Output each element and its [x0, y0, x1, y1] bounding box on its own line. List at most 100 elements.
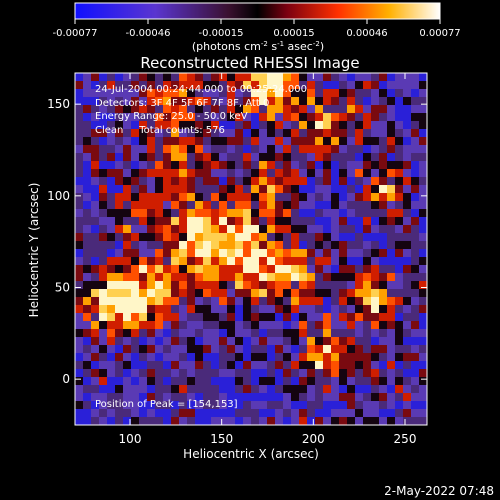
heatmap-cell: [315, 217, 324, 226]
heatmap-cell: [139, 209, 148, 218]
heatmap-cell: [123, 313, 132, 322]
heatmap-cell: [363, 89, 372, 98]
heatmap-cell: [283, 105, 292, 114]
heatmap-cell: [99, 257, 108, 266]
colorbar-tick-label: -0.00077: [53, 28, 98, 39]
heatmap-cell: [243, 369, 252, 378]
heatmap-cell: [403, 289, 412, 298]
heatmap-cell: [219, 265, 228, 274]
heatmap-cell: [147, 217, 156, 226]
heatmap-cell: [267, 257, 276, 266]
heatmap-cell: [283, 353, 292, 362]
heatmap-cell: [83, 305, 92, 314]
heatmap-cell: [99, 169, 108, 178]
heatmap-cell: [99, 193, 108, 202]
heatmap-cell: [243, 385, 252, 394]
heatmap-cell: [131, 209, 140, 218]
heatmap-cell: [347, 161, 356, 170]
heatmap-cell: [91, 385, 100, 394]
heatmap-cell: [251, 73, 260, 82]
heatmap-cell: [131, 177, 140, 186]
heatmap-cell: [307, 345, 316, 354]
heatmap-cell: [83, 385, 92, 394]
heatmap-cell: [315, 257, 324, 266]
heatmap-cell: [251, 273, 260, 282]
colorbar-ticks: -0.00077 -0.00046 -0.00015 0.00015 0.00046 0.…: [53, 19, 461, 39]
heatmap-cell: [339, 137, 348, 146]
heatmap-cell: [211, 217, 220, 226]
heatmap-cell: [171, 305, 180, 314]
heatmap-cell: [403, 401, 412, 410]
heatmap-cell: [291, 265, 300, 274]
heatmap-cell: [115, 169, 124, 178]
heatmap-cell: [371, 185, 380, 194]
heatmap-cell: [243, 73, 252, 82]
heatmap-cell: [99, 233, 108, 242]
heatmap-cell: [387, 225, 396, 234]
heatmap-cell: [203, 177, 212, 186]
heatmap-cell: [371, 329, 380, 338]
heatmap-cell: [307, 153, 316, 162]
heatmap-cell: [115, 81, 124, 90]
heatmap-cell: [147, 305, 156, 314]
heatmap-cell: [235, 321, 244, 330]
heatmap-cell: [107, 161, 116, 170]
heatmap-cell: [243, 161, 252, 170]
heatmap-cell: [283, 225, 292, 234]
heatmap-cell: [323, 169, 332, 178]
heatmap-cell: [387, 369, 396, 378]
heatmap-cell: [419, 81, 427, 90]
heatmap-cell: [219, 249, 228, 258]
heatmap-cell: [99, 297, 108, 306]
heatmap-cell: [371, 369, 380, 378]
heatmap-cell: [419, 329, 427, 338]
heatmap-cell: [259, 121, 268, 130]
heatmap-cell: [243, 201, 252, 210]
heatmap-cell: [291, 297, 300, 306]
heatmap-cell: [355, 97, 364, 106]
heatmap-cell: [395, 161, 404, 170]
heatmap-cell: [115, 305, 124, 314]
heatmap-cell: [275, 385, 284, 394]
heatmap-cell: [235, 337, 244, 346]
heatmap-cell: [171, 377, 180, 386]
heatmap-cell: [195, 393, 204, 402]
heatmap-cell: [139, 289, 148, 298]
heatmap-cell: [331, 321, 340, 330]
heatmap-cell: [139, 321, 148, 330]
heatmap-cell: [275, 89, 284, 98]
heatmap-cell: [99, 185, 108, 194]
heatmap-cell: [275, 369, 284, 378]
heatmap-cell: [163, 97, 172, 106]
heatmap-cell: [203, 337, 212, 346]
heatmap-cell: [267, 73, 276, 82]
heatmap-cell: [211, 305, 220, 314]
heatmap-cell: [131, 185, 140, 194]
heatmap-cell: [283, 81, 292, 90]
heatmap-cell: [155, 393, 164, 402]
heatmap-cell: [411, 401, 420, 410]
heatmap-cell: [235, 265, 244, 274]
heatmap-cell: [371, 313, 380, 322]
heatmap-cell: [307, 361, 316, 370]
heatmap-cell: [259, 97, 268, 106]
heatmap-cell: [339, 369, 348, 378]
heatmap-cell: [307, 257, 316, 266]
heatmap-cell: [107, 185, 116, 194]
heatmap-cell: [275, 273, 284, 282]
heatmap-cell: [115, 289, 124, 298]
heatmap-cell: [75, 161, 84, 170]
heatmap-cell: [147, 393, 156, 402]
heatmap-cell: [219, 113, 228, 122]
heatmap-cell: [355, 217, 364, 226]
heatmap-cell: [251, 241, 260, 250]
heatmap-cell: [275, 409, 284, 418]
heatmap-cell: [387, 409, 396, 418]
heatmap-cell: [211, 417, 220, 425]
heatmap-cell: [115, 273, 124, 282]
heatmap-cell: [203, 281, 212, 290]
heatmap-cell: [219, 137, 228, 146]
heatmap-cell: [219, 241, 228, 250]
heatmap-cell: [83, 249, 92, 258]
heatmap-cell: [387, 321, 396, 330]
